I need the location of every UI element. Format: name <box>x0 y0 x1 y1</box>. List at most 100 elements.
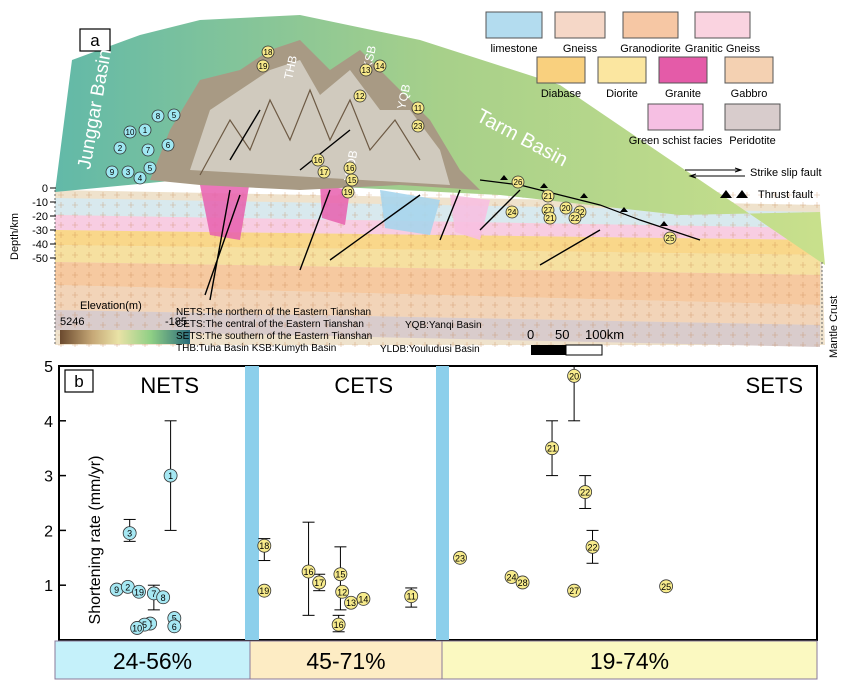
map-marker <box>161 138 175 152</box>
scale-bar-white <box>565 344 603 356</box>
map-marker <box>113 141 127 155</box>
map-marker-label: 22 <box>576 208 585 217</box>
mantle-crust-label: Mantle Crust <box>828 296 840 358</box>
y-tick-label: 4 <box>44 414 53 431</box>
map-marker-label: 18 <box>264 48 273 57</box>
map-marker <box>343 161 357 175</box>
zone-title: SETS <box>746 373 803 398</box>
yqb-label: YQB <box>394 83 413 111</box>
strike-slip-label: Strike slip fault <box>750 167 822 179</box>
legend-label: Green schist facies <box>629 135 723 147</box>
data-point-label: 8 <box>161 593 166 603</box>
map-marker-label: 9 <box>110 168 115 177</box>
data-point <box>453 550 467 565</box>
data-point-label: 5 <box>142 620 147 630</box>
data-point-label: 5 <box>172 614 177 624</box>
legend-swatch <box>724 56 774 84</box>
map-marker-label: 16 <box>346 164 355 173</box>
data-point-label: 17 <box>314 578 324 588</box>
data-point <box>301 564 316 579</box>
map-marker-label: 7 <box>146 146 151 155</box>
ridge-lines <box>199 88 421 176</box>
depth-tick-label: -50 <box>32 253 48 265</box>
y-tick-label: 5 <box>44 359 53 376</box>
map-marker-label: 3 <box>126 168 131 177</box>
map-marker-label: 23 <box>414 122 423 131</box>
panel-b-label-box <box>64 369 94 393</box>
data-point-label: 22 <box>588 542 598 552</box>
map-marker <box>411 119 425 133</box>
data-point-label: 18 <box>259 541 269 551</box>
map-marker <box>373 59 387 73</box>
zone-titles: NETS CETS SETS <box>140 373 803 398</box>
map-marker-label: 19 <box>344 188 353 197</box>
data-point <box>156 590 171 605</box>
map-marker <box>541 189 555 203</box>
data-point <box>404 589 419 604</box>
map-marker-label: 20 <box>562 204 571 213</box>
data-point <box>515 575 530 590</box>
map-marker-label: 1 <box>143 126 148 135</box>
thrust-symbol <box>720 190 748 198</box>
data-point-label: 23 <box>455 553 465 563</box>
legend-swatch <box>658 56 708 84</box>
map-marker <box>568 211 582 225</box>
strike-slip-arrows <box>688 167 743 179</box>
depth-tick-label: 0 <box>42 183 48 195</box>
thrust-label: Thrust fault <box>758 189 813 201</box>
depth-tick-label: -40 <box>32 239 48 251</box>
map-marker-label: 24 <box>508 208 517 217</box>
map-marker <box>353 89 367 103</box>
data-point <box>545 441 559 456</box>
strike-slip-symbol <box>685 169 745 177</box>
data-point-label: 24 <box>507 572 517 582</box>
depth-axis-title: Depth/km <box>9 213 21 260</box>
map-marker <box>123 125 137 139</box>
data-point-label: 16 <box>334 620 344 630</box>
map-marker-label: 6 <box>166 141 171 150</box>
abbreviation-notes: NETS:The northern of the Eastern Tiansha… <box>176 307 372 354</box>
map-marker <box>411 101 425 115</box>
thb-label: THB <box>281 54 300 80</box>
elevation-min: -185 <box>165 316 187 328</box>
legend-label: Gneiss <box>563 43 598 55</box>
panel-a-label: a <box>90 31 100 50</box>
note-line: NETS:The northern of the Eastern Tiansha… <box>176 307 371 318</box>
data-point-label: 25 <box>661 582 671 592</box>
data-point <box>312 575 327 590</box>
data-point <box>504 570 519 584</box>
panel-a-label-box <box>79 28 111 52</box>
map-marker-label: 19 <box>259 62 268 71</box>
map-marker-label: 11 <box>414 104 423 113</box>
map-marker-label: 13 <box>362 66 371 75</box>
map-marker-label: 5 <box>148 164 153 173</box>
data-point <box>585 539 600 554</box>
legend-swatch <box>536 56 586 84</box>
data-point <box>130 621 145 635</box>
map-marker <box>341 185 355 199</box>
scale-end: 100km <box>585 327 624 342</box>
elevation-title: Elevation(m) <box>80 300 142 312</box>
data-point-label: 10 <box>132 623 142 633</box>
percent-strip: 24-56% 45-71% 19-74% <box>54 640 818 680</box>
panel-b-label: b <box>74 372 83 391</box>
data-point-label: 9 <box>114 585 119 595</box>
percent-cell <box>249 640 443 680</box>
data-point <box>167 619 182 634</box>
zone-separator <box>436 366 449 640</box>
map-marker <box>505 205 519 219</box>
zone-separators <box>245 366 449 640</box>
data-point <box>335 584 350 599</box>
legend-label: Granitic Gneiss <box>685 43 761 55</box>
data-point <box>567 368 582 383</box>
data-point <box>333 567 348 582</box>
note-line: THB:Tuha Basin KSB:Kumyth Basin <box>176 343 336 354</box>
fault-lines <box>204 109 601 301</box>
legend-swatch <box>647 103 704 131</box>
legend-label: Granite <box>665 88 701 100</box>
map-marker-label: 14 <box>376 62 385 71</box>
map-marker <box>559 201 573 215</box>
depth-axis-ticks: 0 -10 -20 -30 -40 -50 <box>32 183 56 265</box>
data-point <box>122 526 137 541</box>
data-point-label: 13 <box>346 598 356 608</box>
